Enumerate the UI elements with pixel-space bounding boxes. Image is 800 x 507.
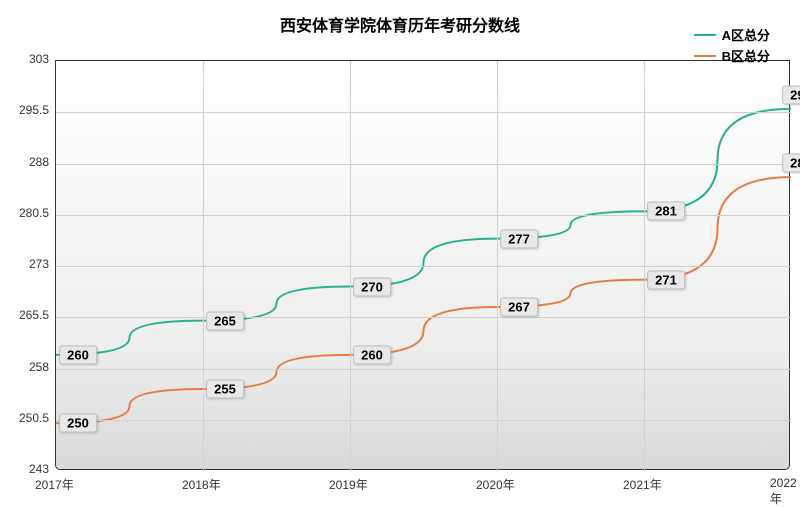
gridline-horizontal — [56, 112, 791, 113]
gridline-vertical — [644, 61, 645, 471]
data-label: 260 — [353, 345, 391, 364]
data-label: 270 — [353, 277, 391, 296]
y-tick-label: 243 — [29, 462, 49, 476]
data-label: 271 — [647, 270, 685, 289]
y-tick-label: 258 — [29, 360, 49, 374]
y-tick-label: 295.5 — [19, 103, 49, 117]
legend-item: B区总分 — [694, 46, 770, 65]
data-label: 250 — [59, 414, 97, 433]
legend-item: A区总分 — [694, 25, 770, 44]
y-tick-label: 250.5 — [19, 411, 49, 425]
data-label: 260 — [59, 345, 97, 364]
legend: A区总分 B区总分 — [694, 25, 770, 67]
x-tick-label: 2018年 — [182, 476, 221, 493]
data-label: 265 — [206, 311, 244, 330]
legend-swatch — [694, 34, 716, 36]
data-label: 267 — [500, 298, 538, 317]
plot-area: 260265270277281296250255260267271286 — [55, 60, 790, 470]
gridline-horizontal — [56, 369, 791, 370]
x-tick-label: 2019年 — [329, 476, 368, 493]
y-tick-label: 265.5 — [19, 308, 49, 322]
y-tick-label: 273 — [29, 257, 49, 271]
data-label: 277 — [500, 229, 538, 248]
legend-swatch — [694, 55, 716, 57]
gridline-vertical — [497, 61, 498, 471]
gridline-horizontal — [56, 317, 791, 318]
gridline-horizontal — [56, 266, 791, 267]
data-label: 286 — [782, 154, 800, 173]
y-tick-label: 288 — [29, 155, 49, 169]
data-label: 296 — [782, 85, 800, 104]
chart-container: 西安体育学院体育历年考研分数线 260 265 270 277 281 296 250 255… — [0, 0, 800, 500]
legend-label: B区总分 — [722, 46, 770, 65]
chart-title: 西安体育学院体育历年考研分数线 — [0, 12, 800, 36]
legend-label: A区总分 — [722, 25, 770, 44]
gridline-horizontal — [56, 164, 791, 165]
x-tick-label: 2022年 — [770, 476, 800, 507]
x-tick-label: 2017年 — [35, 476, 74, 493]
gridline-horizontal — [56, 420, 791, 421]
data-label: 281 — [647, 202, 685, 221]
data-label: 255 — [206, 380, 244, 399]
y-tick-label: 303 — [29, 52, 49, 66]
gridline-vertical — [203, 61, 204, 471]
gridline-vertical — [350, 61, 351, 471]
x-tick-label: 2021年 — [623, 476, 662, 493]
y-tick-label: 280.5 — [19, 206, 49, 220]
x-tick-label: 2020年 — [476, 476, 515, 493]
